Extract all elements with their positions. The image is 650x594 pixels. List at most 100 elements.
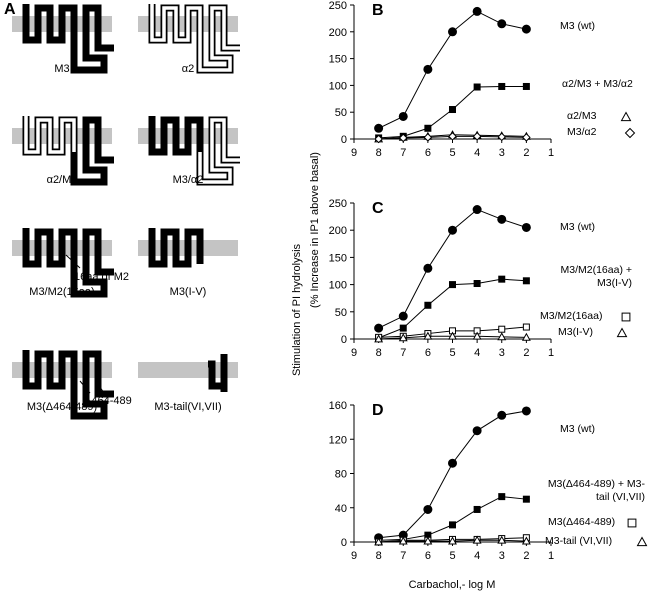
annotation: Δ464-489 (84, 395, 132, 407)
point (472, 535, 482, 544)
point (449, 521, 456, 529)
point (472, 205, 482, 215)
x-tick-label: 8 (376, 147, 382, 159)
construct-label: α2 (182, 63, 194, 75)
legend-symbol (616, 327, 628, 338)
x-tick-label: 5 (449, 550, 455, 562)
point (423, 263, 433, 273)
y-axis-label: Stimulation of PI hydrolysis (291, 243, 303, 376)
construct-label: M3 (54, 63, 69, 75)
x-tick-label: 6 (425, 147, 431, 159)
x-tick-label: 9 (351, 347, 357, 359)
point (473, 505, 481, 513)
point (449, 106, 456, 114)
x-tick-label: 4 (474, 147, 480, 159)
y-tick-label: 120 (329, 434, 347, 446)
y-tick-label: 160 (329, 400, 347, 412)
point (498, 275, 506, 283)
x-tick-label: 7 (400, 147, 406, 159)
point (448, 331, 457, 340)
point (423, 64, 433, 74)
x-tick-label: 3 (499, 550, 505, 562)
receptor-segment (82, 116, 114, 164)
point (449, 281, 456, 289)
point (497, 214, 507, 224)
construct-label: M3/α2 (173, 174, 204, 186)
legend-label: M3/α2 (567, 126, 597, 138)
y-tick-label: 0 (341, 537, 347, 549)
x-tick-label: 3 (499, 347, 505, 359)
receptor-segment-inner (150, 4, 202, 42)
point (448, 458, 457, 468)
annotation: 16aa of M2 (74, 271, 129, 283)
x-tick-label: 4 (474, 550, 480, 562)
legend-label: M3(I-V) (558, 326, 593, 338)
point (398, 333, 408, 342)
legend-symbol (621, 312, 631, 322)
legend-label: M3/M2(16aa) + M3(I-V) (560, 264, 633, 289)
panel-label: C (372, 200, 384, 217)
legend-label: M3-tail (VI,VII) (545, 535, 613, 547)
y-tick-label: 40 (335, 503, 347, 515)
point (522, 133, 531, 142)
receptor-segment (148, 228, 204, 268)
y-tick-label: 50 (335, 307, 347, 319)
receptor-segment (148, 116, 204, 156)
point (423, 504, 433, 514)
point (521, 536, 531, 545)
receptor-segment (208, 354, 228, 392)
x-tick-label: 1 (548, 347, 554, 359)
y-tick-label: 250 (329, 0, 347, 12)
point (398, 311, 408, 321)
legend-label: M3 (wt) (560, 20, 595, 32)
receptor-segment (70, 386, 108, 420)
y-tick-label: 50 (335, 107, 347, 119)
point (522, 277, 530, 285)
point (374, 537, 384, 546)
point (497, 19, 507, 29)
receptor-segment (22, 228, 78, 268)
y-tick-label: 150 (329, 54, 347, 66)
point (498, 325, 506, 333)
x-tick-label: 1 (548, 550, 554, 562)
point (521, 332, 531, 341)
point (423, 133, 433, 142)
point (472, 426, 482, 436)
point (448, 27, 457, 37)
x-tick-label: 1 (548, 147, 554, 159)
point (522, 495, 530, 503)
point (498, 82, 506, 90)
y-tick-label: 200 (329, 225, 347, 237)
x-tick-label: 2 (523, 347, 529, 359)
annotation-arrow (79, 380, 91, 394)
y-tick-label: 0 (341, 334, 347, 346)
point (472, 132, 482, 141)
point (374, 323, 384, 333)
receptor-segment-inner (24, 116, 76, 154)
receptor-segment-inner (198, 152, 232, 184)
point (448, 132, 457, 141)
point (521, 406, 531, 416)
point (423, 331, 433, 340)
annotation-pointer (65, 254, 81, 269)
point (497, 132, 507, 142)
x-tick-label: 3 (499, 147, 505, 159)
y-tick-label: 100 (329, 280, 347, 292)
point (521, 24, 531, 34)
point (374, 134, 383, 144)
legend-label: α2/M3 (567, 110, 597, 122)
point (398, 133, 408, 143)
y-tick-label: 150 (329, 252, 347, 264)
receptor-segment-inner (210, 6, 240, 50)
receptor-segment-inner (210, 118, 240, 162)
legend-symbol (627, 518, 637, 528)
x-tick-label: 5 (449, 347, 455, 359)
point (374, 123, 384, 133)
x-tick-label: 8 (376, 347, 382, 359)
point (398, 111, 408, 121)
construct-label: M3/M2(16aa) (29, 286, 94, 298)
point (522, 82, 530, 90)
x-tick-label: 6 (425, 550, 431, 562)
point (473, 280, 481, 288)
